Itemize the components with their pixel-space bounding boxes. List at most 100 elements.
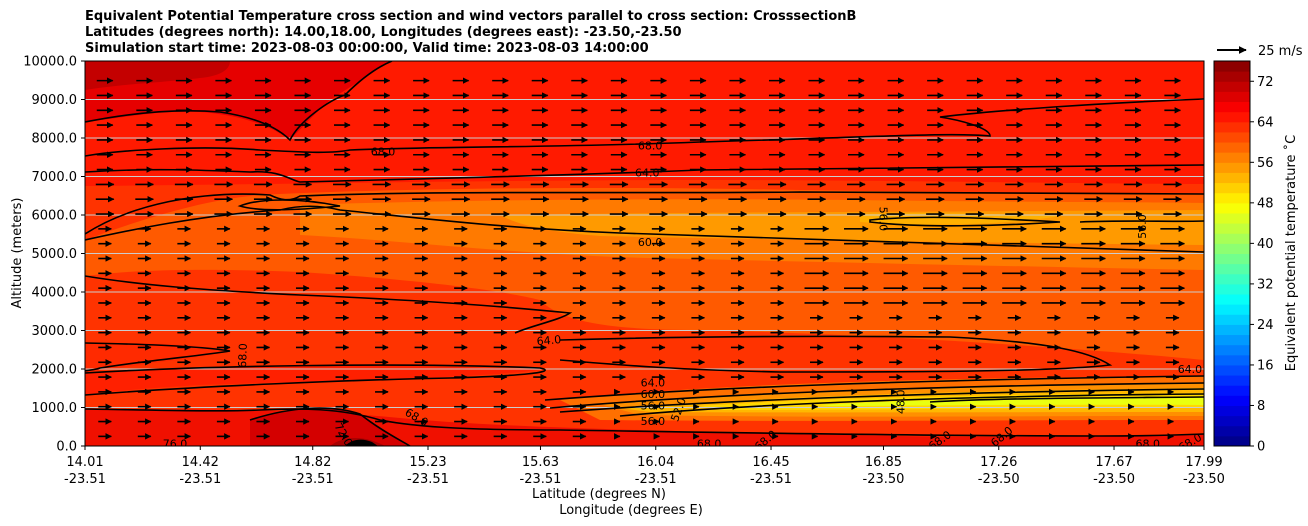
fill-left-intrusion	[85, 342, 230, 374]
y-tick-label: 0.0	[56, 440, 77, 455]
colorbar-swatch	[1214, 223, 1250, 234]
colorbar-tick-label: 24	[1257, 318, 1274, 333]
y-axis-label: Altitude (meters)	[10, 198, 25, 309]
contour-label: 68.0	[371, 145, 396, 158]
x-tick-label-lat: 16.85	[865, 455, 902, 470]
y-axis-ticks: 0.0 1000.0 2000.0 3000.0 4000.0 5000.0 6000.0 7…	[23, 55, 85, 455]
x-tick-label-lon: -23.51	[635, 472, 677, 487]
y-tick-label: 3000.0	[32, 324, 78, 339]
colorbar-swatch	[1214, 273, 1250, 285]
contour-line-56-right	[869, 216, 1061, 227]
colorbar-tick-label: 8	[1257, 399, 1265, 414]
contour-line-60-a	[85, 191, 1204, 235]
contour-line-upper-left	[85, 61, 393, 142]
colorbar-swatch	[1214, 304, 1250, 315]
colorbar-swatch	[1214, 233, 1250, 244]
contour-line-68-surface	[85, 408, 1204, 437]
colorbar-swatch	[1214, 283, 1250, 295]
colorbar-swatch	[1214, 192, 1250, 204]
contour-line-64-right	[559, 335, 1113, 373]
colorbar-tick-label: 72	[1257, 75, 1274, 90]
x-tick-label-lon: -23.51	[292, 472, 334, 487]
contour-line-52-low	[619, 393, 1204, 417]
colorbar-tick-label: 64	[1257, 115, 1274, 130]
contour-label: 76.0	[163, 438, 188, 451]
y-tick-label: 10000.0	[23, 55, 77, 70]
y-tick-label: 8000.0	[32, 132, 78, 147]
y-tick-label: 5000.0	[32, 247, 78, 262]
colorbar-tick-label: 0	[1257, 440, 1265, 455]
contour-line-48-low	[929, 396, 1204, 403]
colorbar-tick-label: 56	[1257, 156, 1274, 171]
x-tick-label-lon: -23.51	[520, 472, 562, 487]
x-tick-label-lat: 15.23	[409, 455, 446, 470]
contour-label: 64.0	[635, 167, 660, 180]
colorbar-swatch	[1214, 243, 1250, 254]
colorbar-swatch	[1214, 405, 1250, 417]
contour-label: 56.0	[641, 415, 666, 428]
contour-line-56-low	[559, 388, 1204, 413]
colorbar-swatch	[1214, 162, 1250, 173]
colorbar-label: Equivalent potential temperature ˚C	[1283, 135, 1299, 371]
contour-line-72-surface	[249, 407, 411, 446]
colorbar-swatch	[1214, 172, 1250, 184]
chart-title-line-3: Simulation start time: 2023-08-03 00:00:…	[85, 41, 649, 56]
fill-band-mid-52	[860, 213, 1060, 225]
x-tick-label-lat: 14.01	[66, 455, 103, 470]
contour-label: 68.0	[697, 438, 722, 451]
x-tick-label-lon: -23.50	[863, 472, 905, 487]
colorbar-swatch	[1214, 334, 1250, 346]
y-tick-label: 2000.0	[32, 363, 78, 378]
y-tick-label: 4000.0	[32, 286, 78, 301]
contour-label: 64.0	[1178, 363, 1203, 376]
contour-label: 56.0	[876, 207, 889, 232]
colorbar-tick-label: 32	[1257, 277, 1274, 292]
fill-low-48	[820, 397, 1204, 406]
y-tick-label: 6000.0	[32, 209, 78, 224]
contour-line-64-left	[85, 275, 573, 334]
colorbar-tick-label: 48	[1257, 196, 1274, 211]
colorbar-swatch	[1214, 111, 1250, 123]
colorbar-tick-label: 16	[1257, 358, 1274, 373]
colorbar-swatch	[1214, 385, 1250, 396]
colorbar-swatch	[1214, 364, 1250, 376]
contour-line-68-left-b	[85, 364, 546, 396]
colorbar-ticks: 0 8 16 24 32 40 48 56 64 72	[1250, 75, 1274, 455]
quiver-key-label: 25 m/s	[1258, 44, 1303, 59]
x-tick-label-lon: -23.50	[1183, 472, 1225, 487]
contour-line-56-right-b	[1079, 220, 1204, 223]
colorbar-swatch	[1214, 324, 1250, 336]
colorbar-swatch	[1214, 91, 1250, 103]
contour-label: 68.0	[638, 140, 663, 153]
colorbar-swatch	[1214, 425, 1250, 437]
x-tick-label-lon: -23.50	[978, 472, 1020, 487]
colorbar-swatch	[1214, 354, 1250, 366]
x-axis-label-longitude: Longitude (degrees E)	[559, 503, 703, 518]
x-tick-label-lat: 16.04	[637, 455, 674, 470]
fill-surface-80	[345, 439, 378, 446]
contour-label: 48.0	[894, 389, 907, 414]
fill-left-intrusion-2	[85, 366, 540, 395]
contour-line-68-top	[85, 98, 1204, 157]
x-tick-label-lat: 17.67	[1095, 455, 1132, 470]
wind-vectors	[95, 77, 1186, 440]
x-tick-label-lon: -23.51	[407, 472, 449, 487]
colorbar-frame	[1213, 60, 1251, 447]
colorbar-swatch	[1214, 121, 1250, 133]
colorbar-swatch	[1214, 131, 1250, 143]
contour-line-68-left	[85, 342, 231, 372]
colorbar-swatch	[1214, 81, 1250, 92]
colorbar-swatch	[1214, 212, 1250, 224]
colorbar-swatch	[1214, 71, 1250, 82]
y-tick-label: 7000.0	[32, 170, 78, 185]
colorbar-swatch	[1214, 375, 1250, 386]
x-axis-label-latitude: Latitude (degrees N)	[532, 487, 666, 502]
chart-title-line-2: Latitudes (degrees north): 14.00,18.00, …	[85, 25, 682, 40]
colorbar-swatch	[1214, 435, 1250, 447]
contour-label: 64.0	[641, 376, 666, 389]
contour-label: 60.0	[641, 388, 666, 401]
x-tick-label-lat: 16.45	[752, 455, 789, 470]
colorbar-swatch	[1214, 202, 1250, 214]
colorbar-swatch	[1214, 263, 1250, 275]
x-tick-label-lon: -23.50	[1093, 472, 1135, 487]
